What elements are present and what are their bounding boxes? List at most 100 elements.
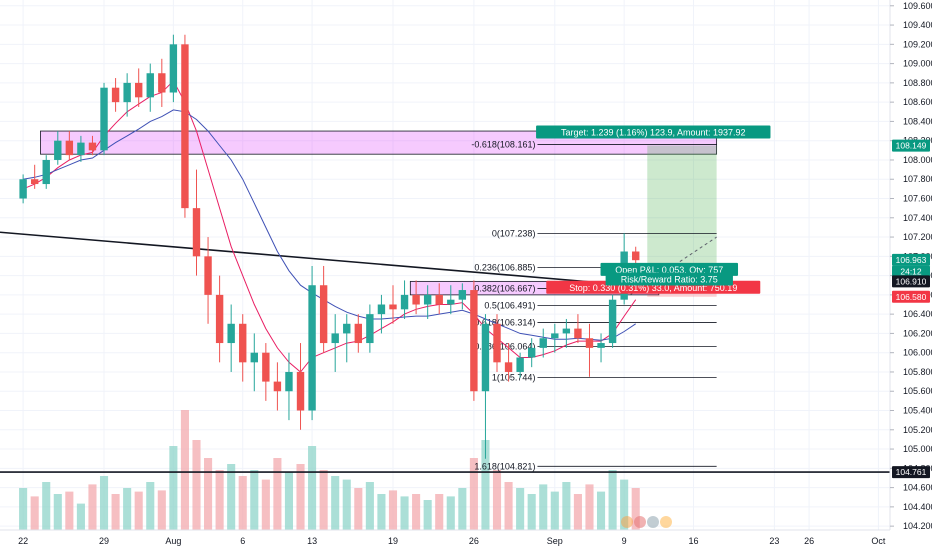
volume-bar: [88, 484, 97, 530]
position-labels: Target: 1.239 (1.16%) 123.9, Amount: 193…: [536, 125, 771, 294]
volume-bar: [250, 470, 259, 530]
candle-body: [204, 256, 212, 295]
volume-bar: [157, 490, 166, 530]
volume-bar: [169, 446, 178, 530]
volume-bar: [180, 410, 189, 530]
price-tag: 104.761: [896, 467, 927, 477]
volume-bar: [215, 470, 224, 530]
candle-body: [319, 285, 328, 344]
y-tick-label: 109.400: [903, 20, 932, 30]
candle-body: [88, 142, 97, 151]
y-tick-label: 105.800: [903, 367, 932, 377]
volume-bar: [492, 470, 502, 530]
candle-body: [30, 179, 39, 185]
price-tag-bg: [892, 265, 930, 278]
y-tick-label: 107.400: [903, 213, 932, 223]
volume-bar: [273, 458, 282, 530]
candle-body: [181, 44, 189, 209]
y-tick-label: 108.000: [903, 155, 932, 165]
y-tick-label: 105.600: [903, 386, 932, 396]
volume-bar: [446, 496, 455, 530]
fib-retracement[interactable]: -0.618(108.161) 0(107.238) 0.236(106.885) 0…: [471, 139, 717, 471]
target-zone[interactable]: [647, 145, 717, 281]
stop-label: Stop: 0.330 (0.31%) 33.0, Amount: 750.19: [569, 283, 737, 293]
volume-bar: [53, 494, 62, 530]
candle-body: [493, 323, 501, 363]
volume-bar: [134, 491, 143, 530]
candle-body: [481, 323, 490, 392]
y-tick-label: 107.200: [903, 232, 932, 242]
x-tick-label: Oct: [871, 536, 886, 546]
candle-body: [632, 251, 640, 261]
price-tag: 106.580: [896, 292, 927, 302]
volume-bar: [400, 496, 409, 530]
trend-line-descending[interactable]: [0, 231, 631, 287]
fib-level-label: 0.236(106.885): [474, 262, 535, 272]
volume-bar: [354, 488, 363, 530]
candle-body: [296, 371, 305, 411]
x-tick-label: 16: [688, 536, 698, 546]
candle-body: [527, 347, 536, 358]
candle-body: [504, 362, 513, 372]
fib-level-label: 0.786(106.064): [474, 342, 535, 352]
x-tick-label: 26: [804, 536, 814, 546]
candle-body: [435, 294, 443, 305]
x-tick-label: 9: [622, 536, 627, 546]
target-label: Target: 1.239 (1.16%) 123.9, Amount: 193…: [561, 128, 746, 138]
y-tick-label: 107.800: [903, 174, 932, 184]
fib-level-label: -0.618(108.161): [471, 139, 535, 149]
volume-bar: [562, 482, 571, 530]
y-tick-label: 108.400: [903, 116, 932, 126]
volume-bar: [608, 470, 617, 530]
fib-level-label: 0.618(106.314): [474, 317, 535, 327]
candle-body: [77, 142, 85, 156]
candle-body: [597, 343, 605, 348]
volume-bar: [319, 470, 328, 530]
y-tick-label: 108.600: [903, 97, 932, 107]
x-tick-label: 6: [240, 536, 245, 546]
candle-body: [539, 338, 547, 348]
candle-body: [135, 82, 143, 98]
y-tick-label: 104.200: [903, 521, 932, 531]
volume-bar: [469, 458, 478, 530]
candle-body: [551, 333, 559, 339]
candle-body: [574, 328, 582, 339]
x-tick-label: Aug: [165, 536, 181, 546]
candle-body: [608, 299, 617, 344]
price-tag-bg: [892, 139, 930, 152]
candlesticks: [19, 34, 640, 459]
y-tick-label: 107.600: [903, 194, 932, 204]
candle-body: [123, 82, 131, 103]
volume-bar: [377, 494, 386, 530]
fib-level-label: 0(107.238): [492, 228, 536, 238]
volume-bar: [296, 464, 305, 530]
candle-body: [250, 352, 258, 363]
volume-bar: [30, 496, 39, 530]
x-tick-label: 13: [307, 536, 317, 546]
volume-bar: [238, 476, 247, 530]
volume-bar: [458, 488, 467, 530]
y-tick-label: 106.000: [903, 348, 932, 358]
candle-body: [516, 357, 524, 372]
volume-bar: [284, 472, 294, 530]
candle-body: [377, 304, 386, 315]
price-tag: 106.910: [896, 276, 927, 286]
volume-bar: [596, 491, 606, 530]
volume-bar: [620, 479, 629, 530]
position-path-dashed: [629, 236, 717, 296]
volume-bar: [573, 494, 582, 530]
volume-bar: [527, 494, 536, 530]
x-tick-label: 22: [18, 536, 28, 546]
candle-body: [447, 299, 455, 305]
trend-line[interactable]: [0, 231, 890, 473]
volume-bar: [76, 503, 85, 530]
candle-body: [262, 352, 270, 382]
candle-body: [562, 328, 571, 334]
volume-bar: [146, 482, 155, 530]
volume-bars: [19, 410, 640, 530]
candle-body: [54, 140, 62, 160]
candle-body: [100, 87, 108, 151]
price-tag: 106.963: [896, 255, 927, 265]
volume-bar: [111, 494, 120, 530]
